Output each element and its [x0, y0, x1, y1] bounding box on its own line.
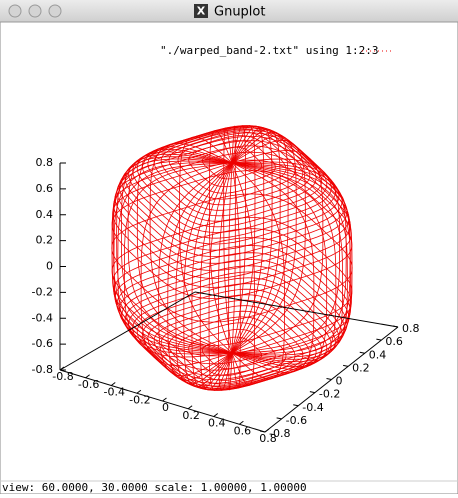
mesh-line [168, 131, 296, 200]
window-title: Gnuplot [214, 5, 265, 20]
surface-mesh [111, 125, 353, 391]
z-tick-label: -0.4 [32, 311, 53, 324]
mesh-line [114, 145, 350, 271]
x-tick-label: -0.4 [104, 386, 125, 399]
title-bar [0, 0, 458, 22]
mesh-line [111, 217, 353, 346]
x-tick [85, 374, 90, 379]
z-tick-label: -0.6 [32, 337, 53, 350]
mesh-line [153, 305, 311, 390]
x-tick-label: -0.2 [129, 393, 150, 406]
y-tick [259, 430, 266, 433]
mesh-line [121, 265, 343, 384]
mesh-line [147, 125, 317, 217]
base-back-edge [194, 291, 399, 328]
z-tick-label: 0.2 [36, 234, 54, 247]
z-tick-label: -0.8 [32, 363, 53, 376]
y-tick [326, 378, 332, 380]
x-tick-label: 0 [162, 401, 169, 414]
y-tick [392, 325, 399, 328]
mesh-line [118, 135, 346, 258]
mesh-line [118, 258, 346, 381]
mesh-line [121, 132, 343, 251]
mesh-line [112, 159, 352, 288]
y-tick [359, 351, 365, 354]
x-tick-label: 0.8 [259, 432, 277, 445]
x-tick [136, 389, 142, 394]
mesh-line [111, 170, 353, 299]
y-tick-label: 0.2 [352, 361, 370, 374]
mesh-line [111, 193, 353, 323]
mesh-line [113, 151, 351, 279]
base-left-edge [59, 291, 196, 371]
x-tick-label: 0.4 [208, 417, 226, 430]
minimize-button[interactable] [28, 4, 42, 18]
mesh-line [160, 128, 304, 206]
x-tick [264, 428, 270, 433]
close-button[interactable] [8, 4, 22, 18]
x11-icon [194, 4, 208, 18]
y-tick-label: -0.8 [269, 427, 290, 440]
mesh-line [124, 129, 340, 245]
status-bar: view: 60.0000, 30.0000 scale: 1.00000, 1… [2, 481, 307, 494]
z-tick-label: 0.8 [36, 156, 54, 169]
x-tick [187, 405, 193, 410]
y-tick-label: 0.4 [369, 348, 387, 361]
y-tick [276, 417, 282, 420]
y-tick-label: -0.4 [302, 401, 323, 414]
y-tick [293, 404, 299, 407]
mesh-line [201, 146, 263, 180]
y-tick-label: 0.6 [385, 335, 403, 348]
mesh-line [114, 245, 350, 371]
mesh-line [177, 135, 287, 194]
x-tick-label: 0.6 [234, 424, 252, 437]
x-tick-label: -0.8 [52, 370, 73, 383]
y-tick-label: -0.6 [286, 414, 307, 427]
mesh-line [160, 310, 304, 388]
x11-icon-glyph: X [197, 5, 206, 18]
mesh-line [177, 322, 287, 381]
mesh-line [132, 126, 332, 233]
x-tick [239, 420, 244, 425]
mesh-line [128, 127, 336, 239]
z-tick-label: 0 [46, 260, 53, 273]
y-tick-label: -0.2 [319, 388, 340, 401]
mesh-line [153, 126, 311, 211]
axes [59, 162, 399, 433]
x-tick-label: 0.2 [182, 409, 200, 422]
mesh-line [128, 277, 336, 389]
mesh-line [124, 271, 340, 387]
zoom-button[interactable] [48, 4, 62, 18]
x-tick-label: -0.6 [78, 378, 99, 391]
x-tick [110, 382, 116, 386]
x-tick [162, 397, 167, 402]
y-tick-label: 0 [336, 375, 343, 388]
x-tick [213, 413, 219, 417]
mesh-line [201, 336, 263, 370]
y-tick [376, 338, 382, 341]
mesh-line [188, 140, 276, 188]
mesh-line [141, 125, 323, 222]
x-tick [59, 366, 65, 371]
mesh-line [113, 237, 351, 365]
z-tick-label: 0.6 [36, 182, 54, 195]
z-tick-label: -0.2 [32, 285, 53, 298]
y-tick [309, 391, 315, 394]
z-tick-label: 0.4 [36, 208, 54, 221]
y-tick-label: 0.8 [402, 322, 420, 335]
key-label: "./warped_band-2.txt" using 1:2:3 [160, 44, 379, 57]
y-tick [343, 364, 349, 367]
